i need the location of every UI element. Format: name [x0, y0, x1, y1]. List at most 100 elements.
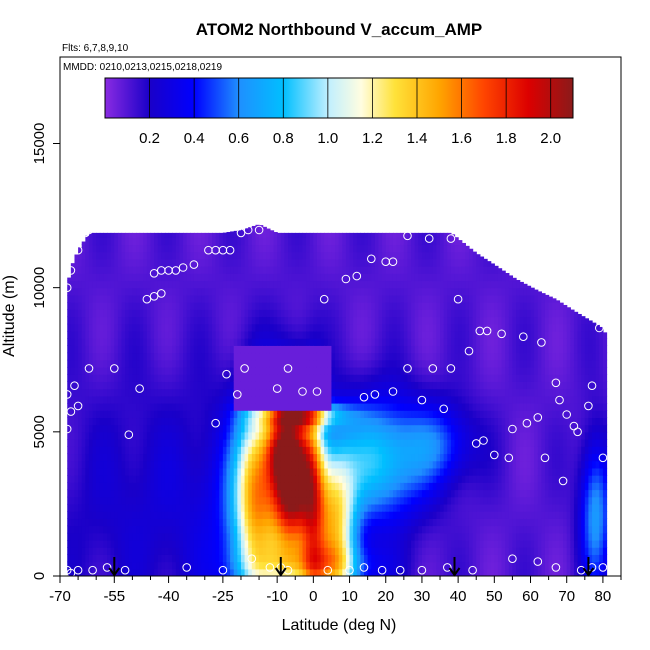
heatmap-cell [146, 532, 152, 541]
heatmap-cell [237, 503, 242, 512]
heatmap-cell [117, 489, 123, 498]
heatmap-cell [432, 302, 438, 310]
heatmap-cell [414, 388, 419, 397]
heatmap-cell [313, 258, 318, 267]
heatmap-cell [353, 539, 358, 548]
heatmap-cell [96, 232, 101, 238]
heatmap-cell [273, 525, 278, 534]
heatmap-cell [411, 525, 416, 534]
heatmap-cell [172, 532, 177, 541]
heatmap-cell [349, 280, 354, 289]
heatmap-cell [382, 294, 387, 303]
heatmap-cell [74, 561, 79, 570]
heatmap-cell [432, 352, 438, 361]
heatmap-cell [233, 403, 238, 411]
heatmap-cell [280, 352, 285, 361]
heatmap-cell [255, 439, 260, 447]
heatmap-cell [269, 511, 275, 519]
heatmap-cell [172, 475, 177, 483]
heatmap-cell [407, 424, 412, 433]
heatmap-cell [389, 554, 394, 563]
heatmap-cell [436, 467, 441, 476]
heatmap-cell [114, 381, 119, 390]
heatmap-cell [208, 568, 213, 576]
heatmap-cell [360, 532, 365, 541]
heatmap-cell [121, 266, 126, 274]
heatmap-cell [320, 554, 325, 563]
heatmap-cell [114, 374, 119, 382]
heatmap-cell [298, 232, 304, 238]
heatmap-cell [237, 244, 242, 253]
heatmap-cell [266, 374, 271, 382]
heatmap-cell [204, 518, 209, 527]
heatmap-cell [146, 511, 152, 519]
heatmap-cell [175, 345, 181, 354]
heatmap-cell [269, 266, 275, 274]
heatmap-cell [269, 258, 275, 267]
heatmap-cell [92, 273, 97, 282]
heatmap-cell [432, 366, 438, 375]
heatmap-cell [240, 496, 246, 505]
heatmap-cell [327, 244, 333, 253]
heatmap-cell [389, 287, 394, 296]
heatmap-cell [392, 294, 398, 303]
heatmap-cell [219, 352, 224, 361]
heatmap-cell [183, 475, 188, 483]
heatmap-cell [150, 359, 155, 368]
heatmap-cell [269, 496, 275, 505]
heatmap-cell [338, 251, 343, 260]
heatmap-cell [345, 424, 351, 433]
heatmap-cell [374, 309, 380, 318]
heatmap-cell [360, 482, 365, 491]
heatmap-cell [360, 287, 365, 296]
heatmap-cell [244, 532, 249, 541]
heatmap-cell [353, 503, 358, 512]
heatmap-cell [288, 237, 293, 246]
heatmap-cell [266, 431, 271, 440]
heatmap-cell [313, 431, 318, 440]
heatmap-cell [262, 410, 267, 419]
heatmap-cell [96, 294, 101, 303]
heatmap-cell [110, 554, 115, 563]
heatmap-cell [74, 388, 79, 397]
heatmap-cell [99, 258, 105, 267]
heatmap-cell [411, 352, 416, 361]
heatmap-cell [338, 532, 343, 541]
heatmap-cell [309, 316, 314, 325]
heatmap-cell [136, 352, 141, 361]
heatmap-cell [291, 525, 296, 534]
heatmap-cell [208, 280, 213, 289]
heatmap-cell [364, 431, 369, 440]
heatmap-cell [139, 460, 144, 469]
heatmap-cell [259, 518, 264, 527]
heatmap-cell [197, 287, 202, 296]
heatmap-cell [295, 503, 300, 512]
heatmap-cell [161, 403, 166, 411]
heatmap-cell [78, 424, 83, 433]
heatmap-cell [414, 302, 419, 310]
heatmap-cell [342, 496, 347, 505]
heatmap-cell [251, 561, 257, 570]
heatmap-cell [440, 302, 445, 310]
heatmap-cell [121, 359, 126, 368]
heatmap-cell [378, 460, 383, 469]
heatmap-cell [392, 244, 398, 253]
heatmap-cell [284, 338, 289, 346]
heatmap-cell [367, 424, 372, 433]
heatmap-cell [288, 511, 293, 519]
heatmap-cell [440, 475, 445, 483]
heatmap-cell [313, 568, 318, 576]
heatmap-cell [92, 280, 97, 289]
heatmap-cell [85, 244, 90, 253]
heatmap-cell [146, 251, 152, 260]
heatmap-cell [240, 489, 246, 498]
heatmap-cell [306, 388, 311, 397]
heatmap-cell [107, 467, 112, 476]
heatmap-cell [298, 316, 304, 325]
heatmap-cell [88, 439, 94, 447]
heatmap-cell [327, 345, 333, 354]
heatmap-cell [396, 568, 401, 576]
heatmap-cell [244, 561, 249, 570]
heatmap-cell [429, 561, 434, 570]
heatmap-cell [306, 294, 311, 303]
